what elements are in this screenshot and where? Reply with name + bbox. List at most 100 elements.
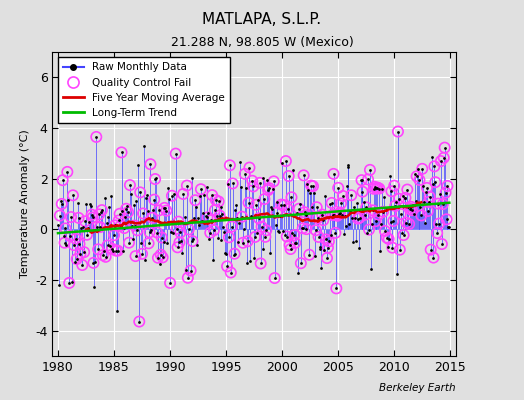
Point <box>174 218 183 225</box>
Point <box>396 246 404 253</box>
Point <box>124 209 132 215</box>
Point <box>108 246 116 252</box>
Point <box>103 242 112 249</box>
Point <box>234 238 243 245</box>
Point <box>351 215 359 222</box>
Point <box>67 214 75 220</box>
Point <box>139 210 147 217</box>
Point <box>407 204 415 210</box>
Point <box>155 207 163 214</box>
Point <box>158 234 166 241</box>
Point <box>134 162 143 168</box>
Point <box>160 205 169 211</box>
Point <box>212 197 220 203</box>
Point <box>151 176 159 182</box>
Point <box>320 247 329 254</box>
Point <box>258 175 267 181</box>
Point <box>277 201 286 208</box>
Point <box>132 253 140 259</box>
Point <box>427 246 435 253</box>
Point <box>68 278 76 285</box>
Point <box>411 170 419 177</box>
Point <box>176 229 184 236</box>
Point <box>223 263 231 270</box>
Point <box>413 166 422 172</box>
Point <box>96 224 104 230</box>
Point <box>349 239 357 246</box>
Point <box>78 262 86 268</box>
Point <box>236 158 244 165</box>
Point <box>398 193 407 200</box>
Point <box>323 255 331 261</box>
Point <box>402 220 411 226</box>
Point <box>66 233 74 239</box>
Point <box>399 232 408 238</box>
Point <box>97 207 106 213</box>
Point <box>95 211 103 218</box>
Point <box>256 180 264 186</box>
Point <box>150 196 158 203</box>
Point <box>245 164 254 171</box>
Point <box>118 208 127 214</box>
Point <box>225 234 233 240</box>
Point <box>260 196 269 202</box>
Point <box>262 227 270 234</box>
Point <box>429 254 438 261</box>
Point <box>390 182 398 189</box>
Point <box>368 221 376 227</box>
Point <box>344 162 353 168</box>
Point <box>329 212 337 218</box>
Point <box>295 206 303 212</box>
Point <box>99 252 107 258</box>
Point <box>102 254 110 260</box>
Point <box>329 212 337 218</box>
Point <box>282 233 291 240</box>
Point <box>130 222 139 229</box>
Point <box>100 248 108 255</box>
Point <box>256 180 264 186</box>
Point <box>313 215 322 221</box>
Point <box>406 205 414 212</box>
Point <box>154 254 162 261</box>
Point <box>261 234 269 240</box>
Point <box>345 220 354 227</box>
Point <box>358 188 367 195</box>
Point <box>337 200 345 207</box>
Point <box>439 201 447 207</box>
Point <box>435 220 443 227</box>
Point <box>254 197 262 204</box>
Point <box>299 225 307 232</box>
Point <box>228 180 237 187</box>
Point <box>128 223 136 229</box>
Point <box>364 176 372 183</box>
Point <box>394 128 402 135</box>
Point <box>310 190 318 196</box>
Point <box>442 216 451 222</box>
Point <box>395 196 403 202</box>
Point <box>331 230 340 236</box>
Point <box>367 265 375 272</box>
Point <box>201 219 209 225</box>
Point <box>438 241 446 247</box>
Point <box>149 206 158 213</box>
Point <box>430 163 439 170</box>
Point <box>56 212 64 219</box>
Point <box>146 161 155 168</box>
Point <box>120 225 128 231</box>
Point <box>280 202 288 208</box>
Point <box>270 275 279 281</box>
Point <box>314 234 323 240</box>
Point <box>319 217 328 224</box>
Point <box>128 236 137 242</box>
Point <box>117 149 126 156</box>
Point <box>210 227 218 233</box>
Point <box>372 185 380 192</box>
Point <box>283 206 292 212</box>
Point <box>290 232 299 238</box>
Point <box>158 254 167 261</box>
Point <box>387 188 396 194</box>
Point <box>145 229 154 236</box>
Point <box>174 218 183 225</box>
Point <box>93 223 102 230</box>
Point <box>336 209 344 216</box>
